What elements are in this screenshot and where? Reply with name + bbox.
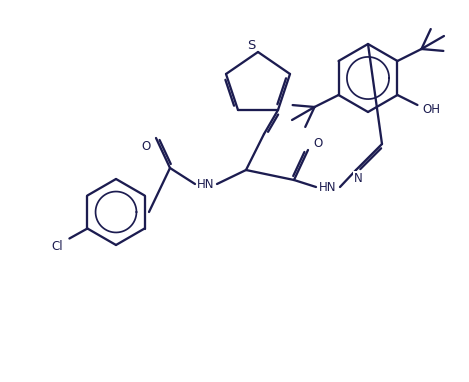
Text: Cl: Cl bbox=[52, 240, 63, 253]
Text: S: S bbox=[247, 39, 255, 52]
Text: N: N bbox=[354, 172, 363, 185]
Text: HN: HN bbox=[197, 178, 215, 191]
Text: O: O bbox=[313, 136, 323, 149]
Text: HN: HN bbox=[319, 181, 337, 194]
Text: O: O bbox=[141, 139, 151, 152]
Text: OH: OH bbox=[423, 102, 440, 115]
